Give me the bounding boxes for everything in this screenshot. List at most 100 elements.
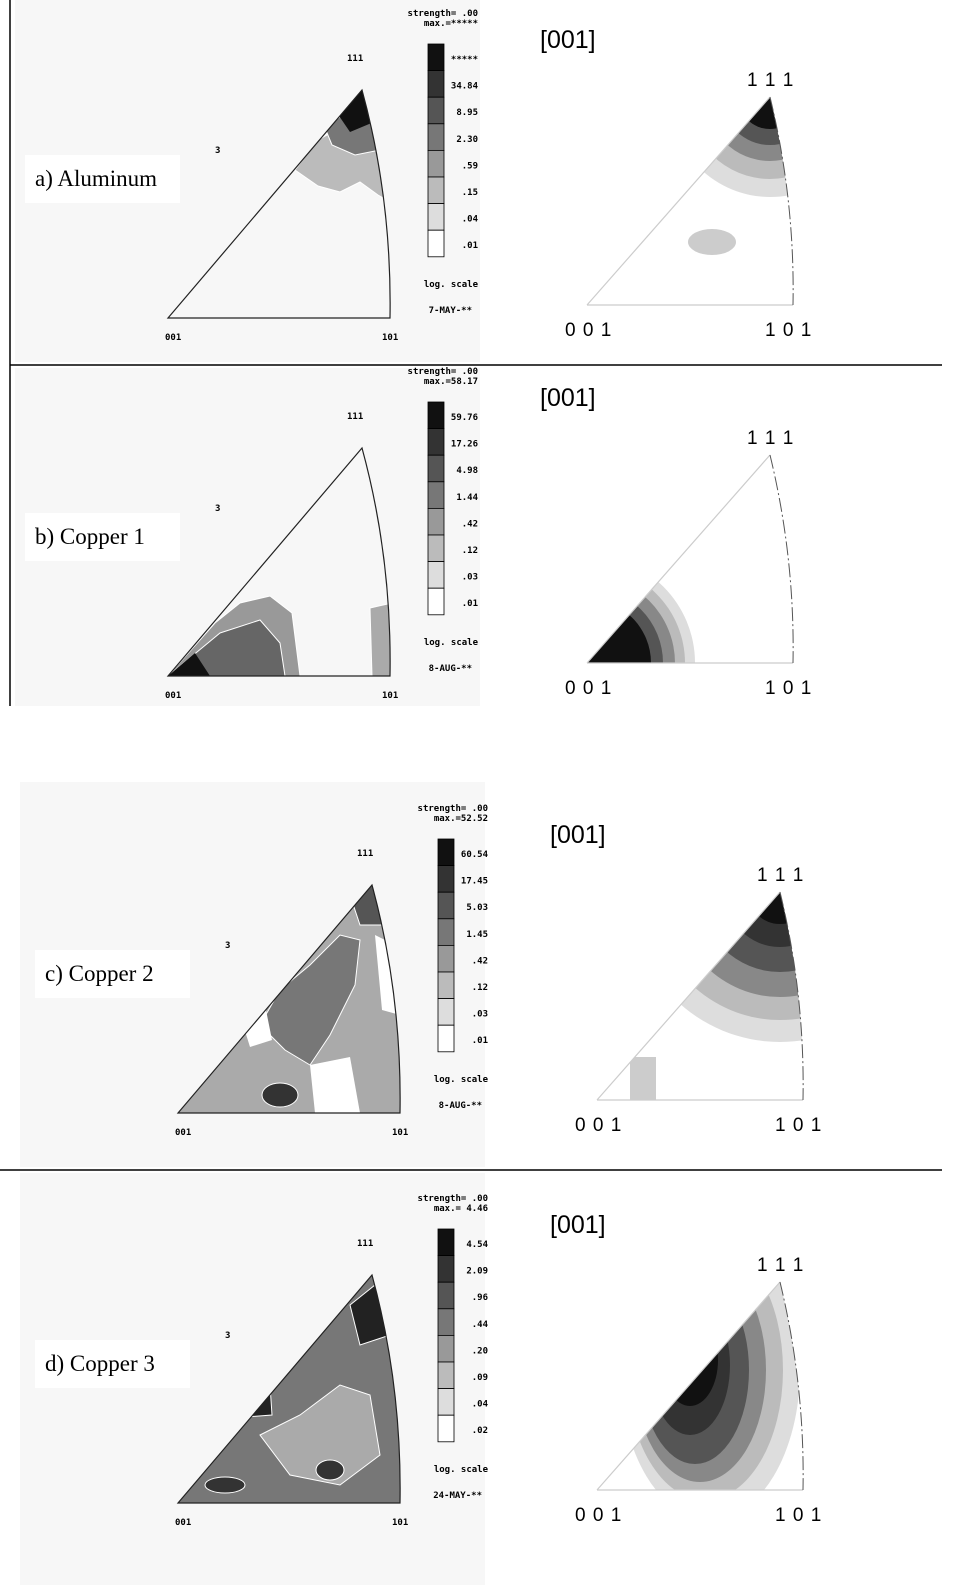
legend-level: .42 (462, 519, 478, 529)
legend-swatch (437, 971, 455, 1000)
corner-label: 1 1 1 (757, 865, 804, 886)
corner-label: 111 (347, 412, 363, 422)
corner-label: 1 1 1 (757, 1255, 804, 1276)
legend-swatch (437, 1334, 455, 1363)
legend-level: 1.44 (456, 493, 478, 503)
triangle (586, 96, 771, 306)
legend-swatch (437, 1024, 455, 1053)
legend-level: .42 (472, 956, 488, 966)
corner-label: 101 (382, 691, 398, 701)
strength: strength= .00 (418, 1194, 488, 1204)
legend-swatch (427, 176, 445, 205)
corner-label: 101 (392, 1518, 408, 1528)
legend-level: .02 (472, 1426, 488, 1436)
legend-swatch (427, 428, 445, 456)
legend-swatch (427, 401, 445, 430)
mark-label: 3 (225, 1331, 230, 1341)
legend-swatch (437, 1281, 455, 1310)
legend-level: .12 (462, 546, 478, 556)
legend-level: ***** (451, 55, 478, 65)
legend-swatch (427, 96, 445, 125)
label-box (35, 950, 190, 998)
strength: strength= .00 (418, 804, 488, 814)
right-title: [001] (550, 821, 606, 849)
legend-level: .12 (472, 983, 488, 993)
contours (587, 555, 695, 663)
corner-label: 001 (175, 1128, 191, 1138)
panel-label: c) Copper 2 (45, 961, 154, 986)
legend-swatch (437, 1388, 455, 1416)
arc (769, 96, 794, 306)
corner-label: 0 0 1 (565, 678, 612, 699)
max: max.=58.17 (424, 377, 478, 387)
right-title: [001] (540, 26, 596, 54)
legend-level: .04 (462, 215, 479, 225)
legend-level: .01 (472, 1036, 488, 1046)
right-title: [001] (540, 384, 596, 412)
legend-level: 34.84 (451, 82, 479, 92)
legend-swatch (437, 865, 455, 893)
legend-level: 4.54 (466, 1240, 488, 1250)
legend-swatch (427, 561, 445, 589)
legend-level: 17.26 (451, 440, 478, 450)
corner-label: 1 1 1 (747, 70, 794, 91)
legend-swatch (427, 43, 445, 72)
scale-note: log. scale (434, 1465, 489, 1475)
corner-label: 111 (357, 1239, 373, 1249)
legend-swatch (437, 998, 455, 1026)
legend-swatch (437, 1361, 455, 1390)
arc (779, 1281, 804, 1491)
panel-label: a) Aluminum (35, 166, 157, 191)
mark-label: 3 (215, 146, 220, 156)
legend-level: 5.03 (466, 903, 488, 913)
legend-swatch (437, 838, 455, 867)
legend-level: .96 (472, 1293, 488, 1303)
legend-level: .44 (472, 1320, 489, 1330)
contours (670, 97, 794, 255)
label-box (25, 155, 180, 203)
date: 8-AUG-** (439, 1101, 482, 1111)
strength: strength= .00 (408, 9, 478, 19)
max: max.=52.52 (434, 814, 488, 824)
corner-label: 001 (165, 333, 181, 343)
legend-swatch (427, 123, 445, 151)
triangle (596, 1281, 781, 1491)
mark-label: 3 (215, 504, 220, 514)
corner-label: 1 1 1 (747, 428, 794, 449)
legend-swatch (437, 1228, 455, 1257)
legend-level: 2.09 (466, 1267, 488, 1277)
corner-label: 0 0 1 (575, 1115, 622, 1136)
legend-swatch (437, 1414, 455, 1443)
legend-level: .03 (462, 573, 478, 583)
corner-label: 101 (382, 333, 398, 343)
label-box (25, 513, 180, 561)
legend-swatch (437, 944, 455, 973)
corner-label: 101 (392, 1128, 408, 1138)
arc (769, 454, 794, 664)
legend-swatch (427, 507, 445, 536)
scale-note: log. scale (424, 280, 479, 290)
corner-label: 0 0 1 (575, 1505, 622, 1526)
triangle (166, 446, 391, 677)
legend-swatch (427, 203, 445, 231)
legend-level: .20 (472, 1346, 488, 1356)
triangle (166, 88, 391, 319)
date: 7-MAY-** (429, 306, 472, 316)
legend-swatch (427, 70, 445, 98)
corner-label: 1 0 1 (765, 678, 812, 699)
scale-note: log. scale (434, 1075, 489, 1085)
legend-level: .59 (462, 161, 478, 171)
label-box (35, 1340, 190, 1388)
arc (779, 891, 804, 1101)
contours (630, 892, 804, 1100)
corner-label: 001 (165, 691, 181, 701)
max: max.= 4.46 (434, 1204, 488, 1214)
date: 24-MAY-** (433, 1491, 482, 1501)
legend-swatch (427, 149, 445, 178)
legend-swatch (427, 587, 445, 616)
legend-level: .03 (472, 1010, 488, 1020)
legend-level: .15 (462, 188, 478, 198)
corner-label: 111 (357, 849, 373, 859)
